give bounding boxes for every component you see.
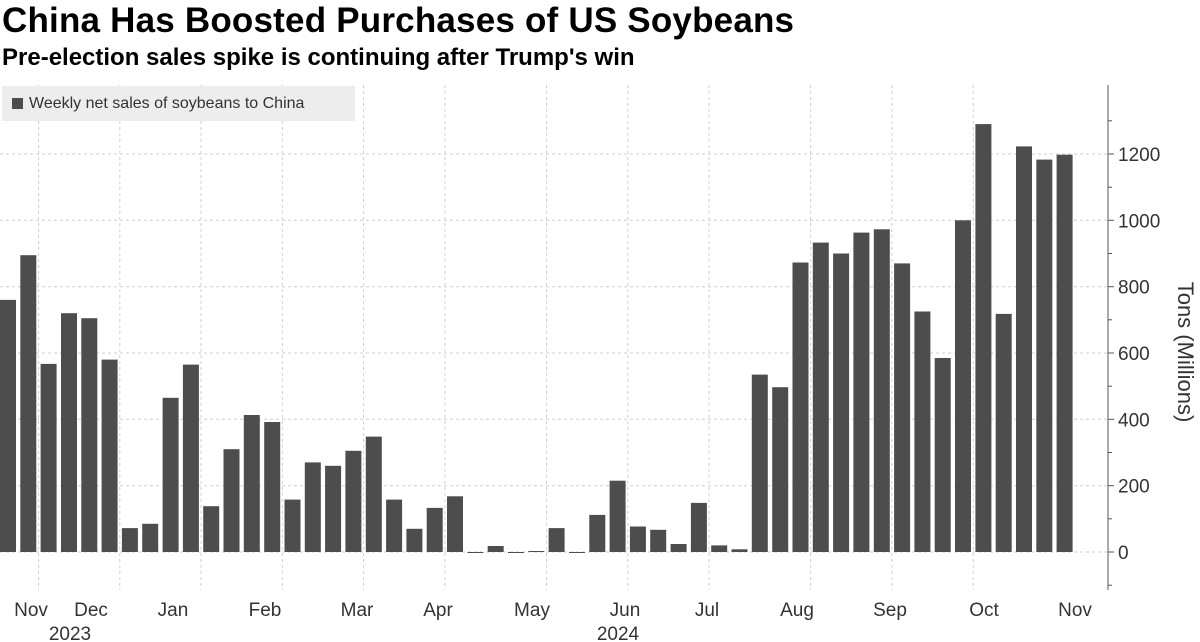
bar	[629, 526, 646, 552]
bar	[61, 313, 77, 552]
y-tick-label: 0	[1118, 543, 1129, 564]
x-tick-label: Dec	[74, 600, 108, 621]
bar	[426, 507, 443, 552]
bar	[934, 358, 951, 552]
x-tick-label: Jun	[610, 600, 641, 621]
bar	[264, 422, 281, 552]
bar	[508, 552, 524, 553]
legend-label: Weekly net sales of soybeans to China	[29, 94, 305, 112]
y-tick-label: 600	[1118, 344, 1150, 365]
x-tick-label: Jan	[158, 600, 189, 621]
x-tick-label: Sep	[873, 600, 907, 621]
bar	[711, 545, 728, 552]
bar	[914, 311, 931, 552]
bar	[325, 465, 342, 552]
bar	[386, 499, 403, 552]
legend: Weekly net sales of soybeans to China	[2, 86, 355, 121]
y-tick-label: 400	[1118, 410, 1150, 431]
y-tick-label: 800	[1118, 278, 1150, 299]
y-tick-label: 1000	[1118, 211, 1160, 232]
bar	[162, 397, 179, 552]
y-tick-label: 1200	[1118, 145, 1160, 166]
bar	[1056, 154, 1073, 552]
bar	[203, 506, 220, 552]
bar	[467, 552, 484, 553]
bar	[284, 499, 301, 552]
bar	[406, 528, 423, 552]
bar	[548, 528, 565, 552]
bar	[0, 299, 16, 552]
x-tick-label: May	[514, 600, 550, 621]
bar	[121, 528, 138, 552]
bar	[345, 450, 362, 552]
y-axis: 0 200 400 600 800 1000 1200	[1107, 85, 1160, 590]
y-tick-label: 200	[1118, 477, 1150, 498]
bar	[955, 220, 971, 553]
bar	[812, 242, 829, 552]
x-year-label: 2024	[597, 624, 640, 642]
bar	[243, 415, 260, 552]
bar	[20, 255, 37, 552]
chart-title: China Has Boosted Purchases of US Soybea…	[2, 1, 795, 40]
bar	[873, 229, 890, 553]
x-tick-label: Feb	[249, 600, 282, 621]
bar	[690, 502, 707, 552]
bar	[304, 462, 321, 552]
x-axis: Nov Dec Jan Feb Mar Apr May Jun Jul Aug Sep Oct Nov2…	[14, 600, 1092, 642]
chart-subtitle: Pre-election sales spike is continuing a…	[2, 44, 635, 71]
bar	[650, 529, 667, 552]
bar	[853, 232, 870, 552]
x-tick-label: Aug	[780, 600, 814, 621]
bar	[142, 523, 159, 552]
bar	[528, 551, 545, 552]
bar	[751, 374, 768, 552]
bar	[1036, 159, 1053, 552]
bar	[731, 549, 748, 552]
x-tick-label: Nov	[1058, 600, 1092, 621]
x-year-label: 2023	[49, 624, 91, 642]
bar	[589, 514, 606, 552]
bar	[995, 313, 1012, 552]
bar	[569, 552, 585, 553]
bar	[223, 449, 240, 552]
bar	[487, 546, 504, 552]
bar-series	[0, 124, 1073, 553]
bar	[365, 436, 382, 552]
bar	[609, 480, 626, 552]
x-tick-label: Apr	[423, 600, 453, 621]
x-tick-label: Jul	[695, 600, 719, 621]
bar	[894, 263, 911, 552]
bar	[40, 363, 57, 552]
bar	[670, 544, 687, 552]
bar	[772, 387, 789, 552]
bar	[447, 496, 463, 552]
x-tick-label: Oct	[969, 600, 999, 621]
y-axis-label: Tons (Millions)	[1173, 282, 1198, 423]
bar	[792, 262, 809, 552]
bar	[833, 253, 850, 552]
bar	[101, 359, 118, 552]
x-tick-label: Nov	[14, 600, 48, 621]
x-tick-label: Mar	[341, 600, 374, 621]
bar	[1016, 146, 1032, 552]
bar	[975, 124, 992, 552]
bar	[182, 364, 199, 552]
bar	[81, 318, 98, 552]
legend-swatch	[12, 98, 23, 109]
